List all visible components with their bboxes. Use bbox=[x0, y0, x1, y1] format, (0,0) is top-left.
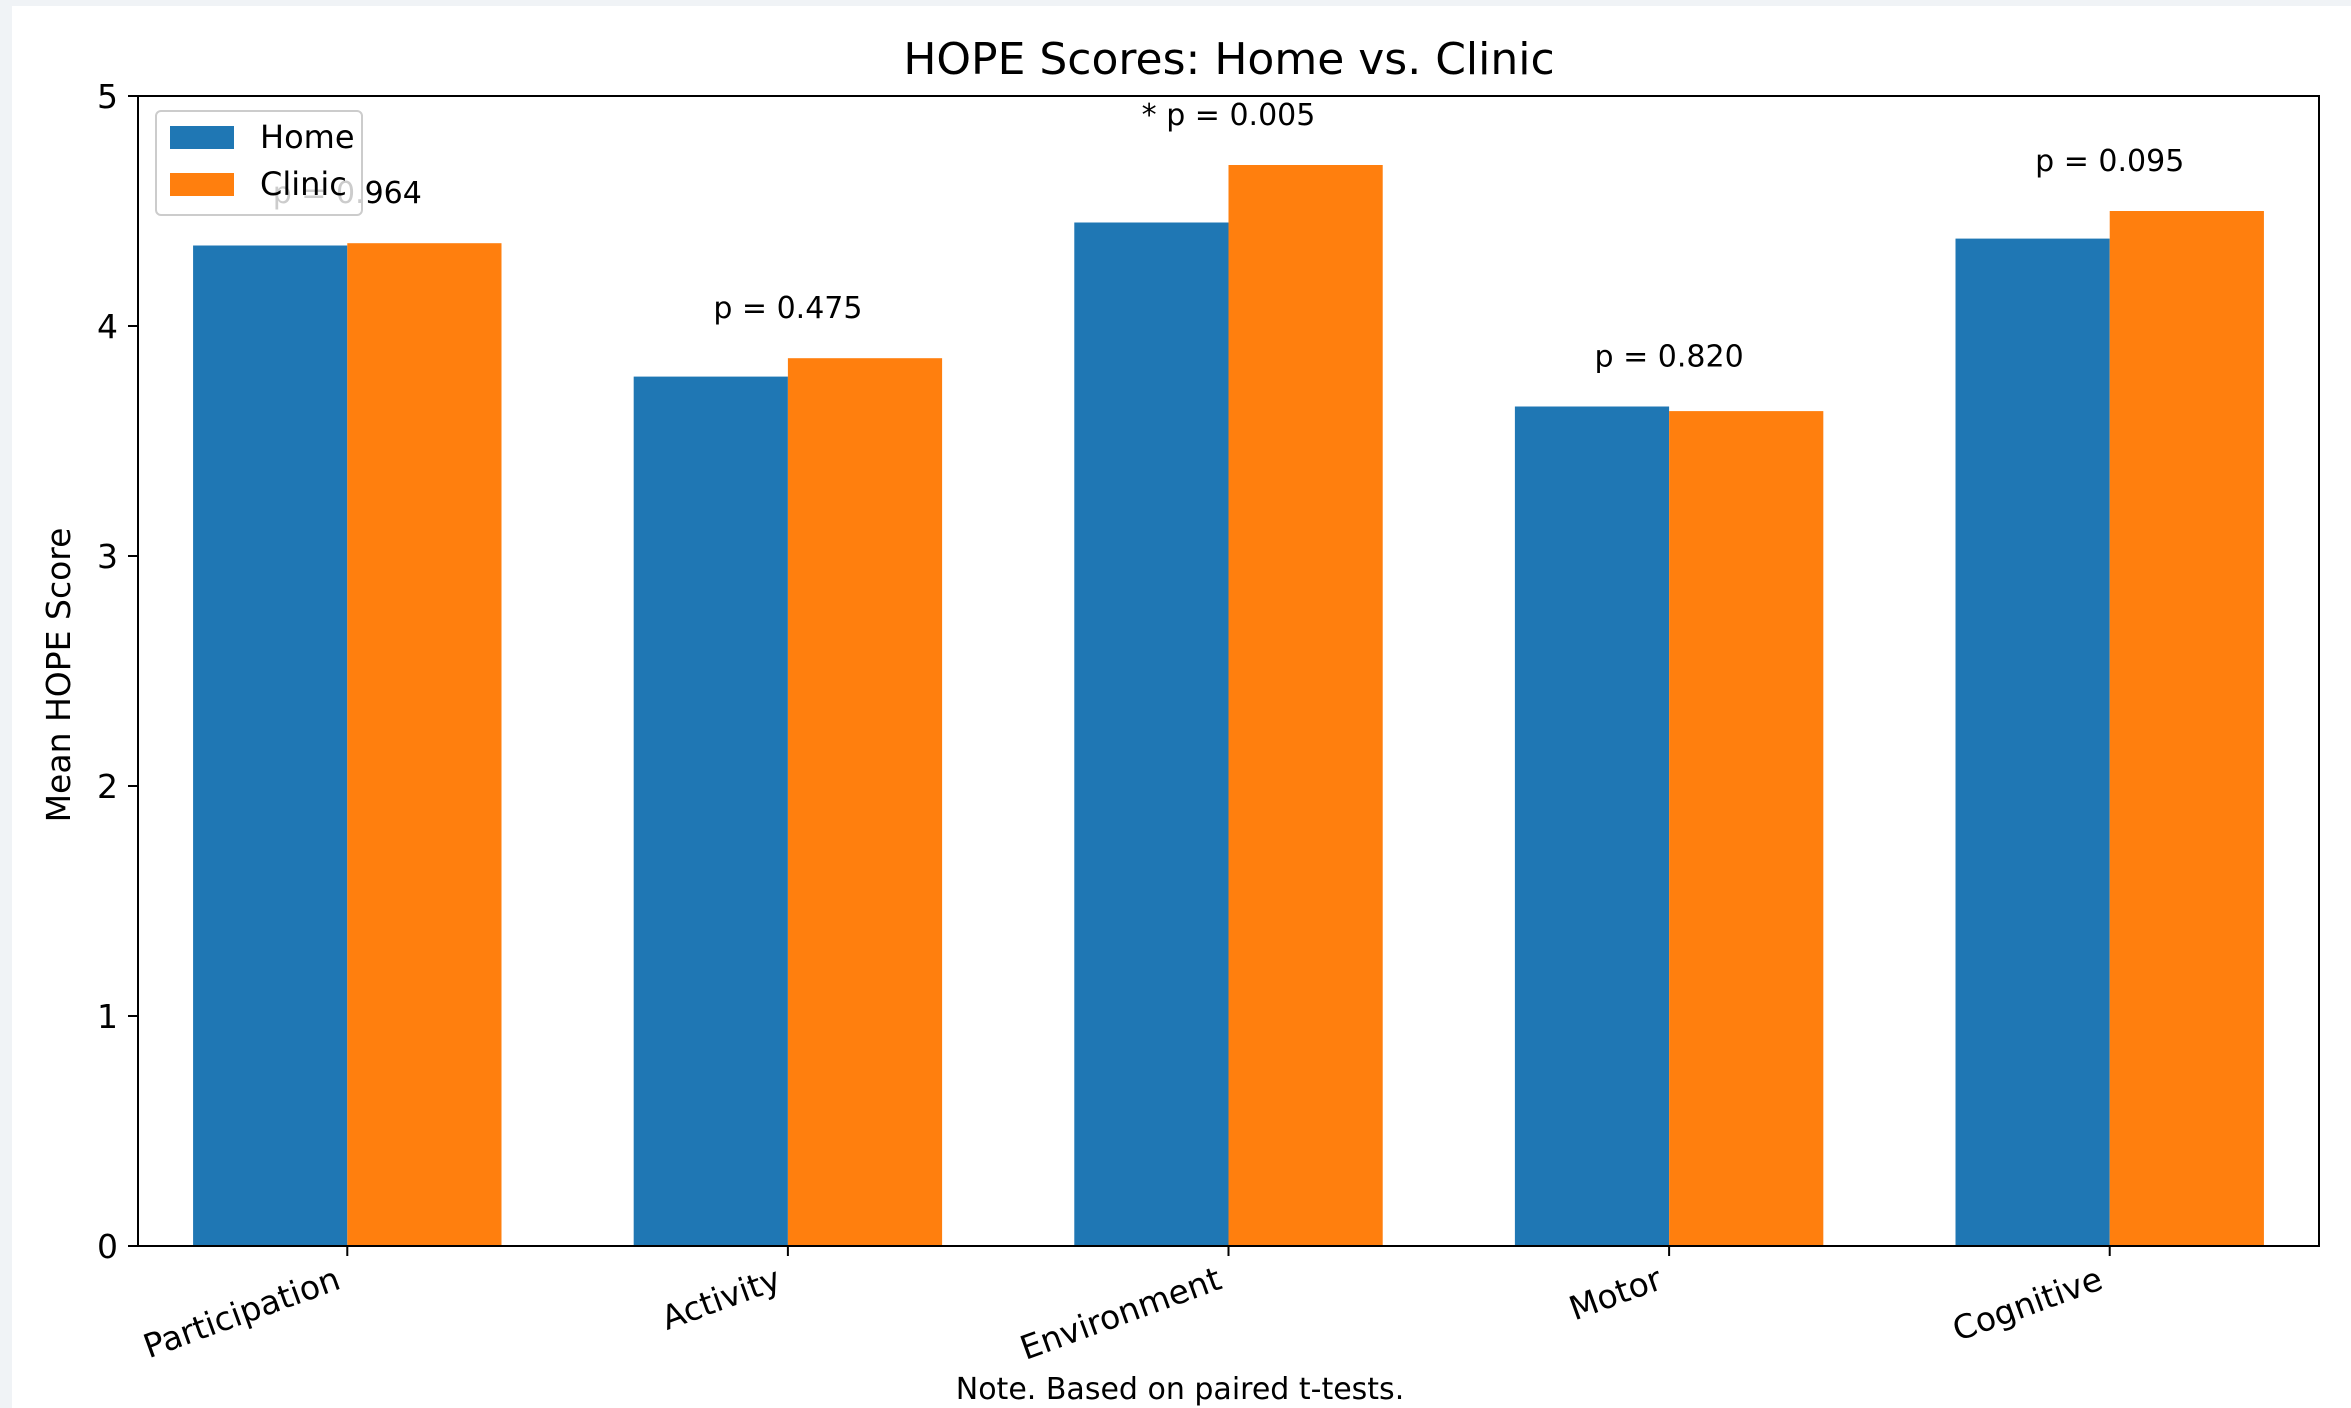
footnote: Note. Based on paired t-tests. bbox=[956, 1372, 1404, 1407]
y-tick-label: 1 bbox=[97, 997, 118, 1036]
legend: Home Clinic bbox=[155, 110, 363, 216]
bar-home-environment bbox=[1074, 222, 1229, 1246]
p-value-label: p = 0.095 bbox=[2035, 144, 2184, 179]
x-tick-label: Activity bbox=[656, 1259, 785, 1338]
y-axis-ticks: 0 1 2 3 4 5 bbox=[97, 77, 138, 1266]
chart-title: HOPE Scores: Home vs. Clinic bbox=[903, 34, 1554, 85]
p-value-label: p = 0.820 bbox=[1595, 340, 1744, 375]
bar-home-cognitive bbox=[1955, 238, 2110, 1247]
legend-swatch-home bbox=[170, 126, 234, 149]
legend-swatch-clinic bbox=[170, 173, 234, 196]
y-tick-label: 4 bbox=[97, 307, 118, 346]
x-tick-label: Environment bbox=[1015, 1259, 1226, 1368]
x-axis-ticks: Participation Activity Environment Motor Cog… bbox=[138, 1246, 2111, 1368]
bar-clinic-cognitive bbox=[2109, 211, 2264, 1246]
legend-label-clinic: Clinic bbox=[260, 165, 347, 203]
y-tick-label: 2 bbox=[97, 767, 118, 806]
x-tick-label: Cognitive bbox=[1947, 1259, 2107, 1349]
bar-home-participation bbox=[193, 245, 348, 1246]
y-tick-label: 3 bbox=[97, 537, 118, 576]
bar-clinic-activity bbox=[787, 358, 943, 1246]
x-tick-label: Motor bbox=[1564, 1259, 1667, 1328]
bar-home-activity bbox=[633, 376, 788, 1247]
legend-label-home: Home bbox=[260, 118, 355, 156]
bar-clinic-motor bbox=[1669, 411, 1824, 1247]
x-tick-label: Participation bbox=[138, 1259, 345, 1366]
p-value-label: * p = 0.005 bbox=[1142, 98, 1316, 133]
p-value-label: p = 0.475 bbox=[713, 291, 862, 326]
y-tick-label: 0 bbox=[97, 1227, 118, 1266]
y-axis-label: Mean HOPE Score bbox=[39, 528, 78, 823]
plot-frame bbox=[137, 95, 2320, 1247]
y-tick-label: 5 bbox=[97, 77, 118, 116]
bars bbox=[193, 165, 2264, 1247]
bar-clinic-participation bbox=[347, 243, 502, 1246]
bar-clinic-environment bbox=[1228, 165, 1383, 1246]
bar-home-motor bbox=[1514, 406, 1670, 1246]
